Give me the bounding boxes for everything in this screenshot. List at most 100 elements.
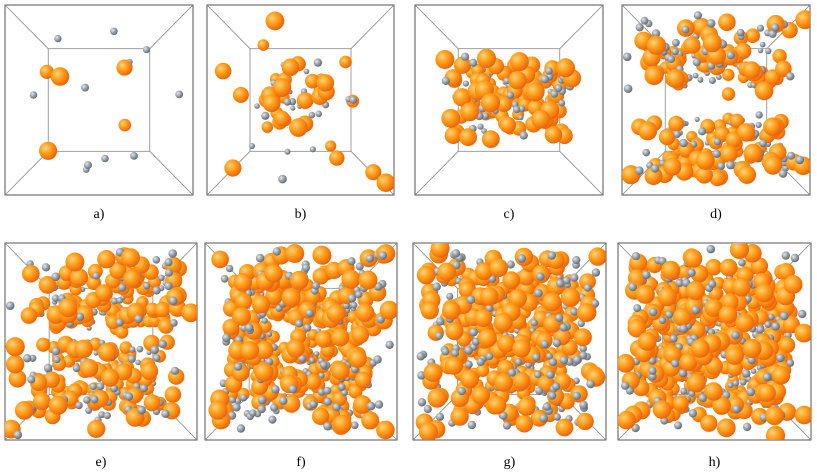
- gray-atom: [586, 379, 595, 389]
- panel: [414, 4, 604, 196]
- gray-atom: [75, 401, 83, 410]
- orange-atom: [700, 414, 718, 432]
- orange-atom: [326, 303, 346, 323]
- orange-atom: [735, 313, 755, 333]
- orange-atom: [772, 48, 787, 64]
- orange-atom: [618, 353, 635, 373]
- orange-atom: [695, 166, 713, 184]
- orange-atom: [87, 419, 106, 438]
- gray-atom: [341, 389, 348, 397]
- gray-atom: [755, 121, 762, 129]
- orange-atom: [38, 276, 57, 294]
- panel-label: f): [296, 455, 306, 470]
- orange-atom: [737, 165, 757, 184]
- gray-atom: [476, 357, 485, 366]
- gray-atom: [249, 143, 255, 149]
- gray-atom: [679, 138, 688, 148]
- gray-atom: [552, 382, 561, 391]
- gray-atom: [673, 130, 681, 138]
- gray-atom: [118, 283, 127, 292]
- gray-atom: [550, 90, 559, 98]
- gray-atom: [678, 369, 687, 378]
- gray-atom: [649, 307, 658, 317]
- orange-atom: [725, 346, 744, 365]
- orange-atom: [79, 358, 99, 378]
- orange-atom: [265, 11, 285, 31]
- orange-atom: [712, 396, 731, 415]
- orange-atom: [257, 39, 270, 51]
- panel-label: c): [504, 207, 515, 222]
- orange-atom: [351, 326, 370, 344]
- gray-atom: [436, 317, 445, 326]
- orange-atom: [418, 422, 439, 440]
- gray-atom: [679, 324, 688, 333]
- gray-atom: [667, 55, 676, 63]
- orange-atom: [754, 81, 774, 101]
- gray-atom: [717, 162, 726, 171]
- gray-atom: [284, 148, 291, 155]
- orange-atom: [496, 96, 513, 112]
- orange-atom: [679, 353, 698, 371]
- orange-atom: [91, 390, 109, 408]
- box-edge: [559, 151, 604, 196]
- orange-atom: [211, 250, 229, 269]
- gray-atom: [92, 272, 100, 280]
- gray-atom: [742, 422, 752, 432]
- gray-atom: [535, 387, 543, 395]
- gray-atom: [271, 385, 280, 394]
- gray-atom: [633, 304, 642, 313]
- gray-atom: [559, 323, 568, 332]
- orange-atom: [235, 293, 253, 311]
- orange-atom: [254, 362, 274, 382]
- gray-atom: [640, 16, 649, 25]
- orange-atom: [208, 400, 228, 420]
- box-edge: [206, 4, 251, 49]
- gray-atom: [540, 74, 550, 84]
- orange-atom: [354, 371, 372, 389]
- gray-atom: [257, 395, 267, 405]
- orange-atom: [718, 305, 738, 324]
- gray-atom: [417, 371, 426, 380]
- gray-atom: [472, 337, 480, 346]
- panel-label: g): [504, 455, 516, 470]
- gray-atom: [318, 372, 325, 379]
- panel: [621, 4, 811, 196]
- gray-atom: [313, 351, 320, 357]
- orange-atom: [445, 322, 464, 341]
- orange-atom: [281, 58, 300, 77]
- gray-atom: [570, 307, 578, 316]
- gray-atom: [96, 382, 105, 391]
- box-edge: [350, 4, 395, 49]
- gray-atom: [732, 380, 740, 387]
- orange-atom: [542, 292, 562, 312]
- orange-atom: [311, 407, 330, 425]
- gray-atom: [786, 359, 795, 367]
- panel-label: e): [96, 455, 107, 470]
- box-edge: [149, 151, 194, 196]
- orange-atom: [116, 59, 133, 76]
- gray-atom: [150, 345, 159, 355]
- orange-atom: [729, 243, 749, 260]
- orange-atom: [423, 363, 443, 382]
- orange-atom: [8, 369, 27, 388]
- gray-atom: [572, 391, 581, 400]
- orange-atom: [430, 243, 450, 258]
- orange-atom: [459, 128, 477, 147]
- gray-atom: [681, 25, 690, 34]
- orange-atom: [285, 244, 305, 263]
- gray-atom: [546, 370, 555, 379]
- gray-atom: [534, 371, 542, 379]
- gray-atom: [738, 258, 746, 267]
- orange-atom: [719, 144, 738, 163]
- gray-atom: [309, 357, 316, 364]
- orange-atom: [508, 71, 527, 90]
- gray-atom: [139, 384, 148, 393]
- orange-atom: [20, 307, 38, 324]
- gray-atom: [261, 317, 268, 324]
- orange-atom: [704, 298, 723, 317]
- gray-atom: [739, 378, 747, 386]
- gray-atom: [366, 401, 376, 411]
- gray-atom: [756, 365, 763, 371]
- orange-atom: [154, 301, 171, 318]
- orange-atom: [663, 157, 682, 176]
